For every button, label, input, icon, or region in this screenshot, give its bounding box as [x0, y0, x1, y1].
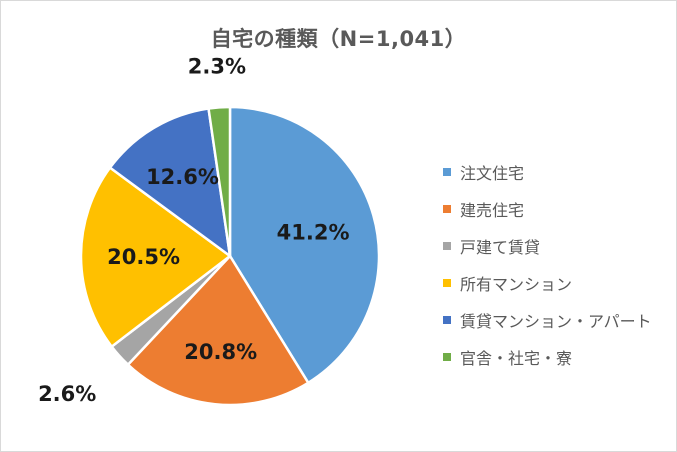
pie-slice-2 — [126, 254, 310, 407]
legend-label-1: 注文住宅 — [460, 163, 525, 183]
legend-swatch-5 — [443, 315, 451, 324]
legend-swatch-3 — [443, 241, 451, 250]
legend: 注文住宅建売住宅戸建て賃貸所有マンション賃貸マンション・アパート 官舎・社宅・寮 — [443, 153, 652, 375]
data-label-6: 2.3% — [188, 55, 246, 79]
legend-swatch-6 — [443, 352, 451, 361]
pie-slice-1 — [228, 105, 381, 385]
data-label-3: 2.6% — [38, 382, 96, 406]
legend-swatch-4 — [443, 278, 451, 287]
pie-slice-6 — [207, 105, 232, 258]
data-label-2: 20.8% — [184, 340, 257, 364]
data-label-5: 12.6% — [146, 165, 219, 189]
legend-item-2: 建売住宅 — [443, 190, 652, 227]
legend-item-1: 注文住宅 — [443, 153, 652, 190]
legend-item-4: 所有マンション — [443, 264, 652, 301]
legend-label-4: 所有マンション — [460, 274, 573, 294]
chart-title: 自宅の種類（N=1,041） — [210, 27, 467, 51]
legend-label-6: 官舎・社宅・寮 — [460, 348, 573, 368]
legend-swatch-1 — [443, 167, 451, 176]
legend-label-3: 戸建て賃貸 — [460, 237, 541, 257]
pie-slice-4 — [79, 166, 232, 348]
legend-item-5: 賃貸マンション・アパート — [443, 301, 652, 338]
legend-label-2: 建売住宅 — [460, 200, 525, 220]
data-label-4: 20.5% — [107, 245, 180, 269]
legend-swatch-2 — [443, 204, 451, 213]
pie-slice-5 — [108, 107, 232, 258]
legend-label-5: 賃貸マンション・アパート — [460, 311, 652, 331]
legend-item-6: 官舎・社宅・寮 — [443, 338, 652, 375]
data-label-1: 41.2% — [277, 220, 350, 244]
legend-item-3: 戸建て賃貸 — [443, 227, 652, 264]
